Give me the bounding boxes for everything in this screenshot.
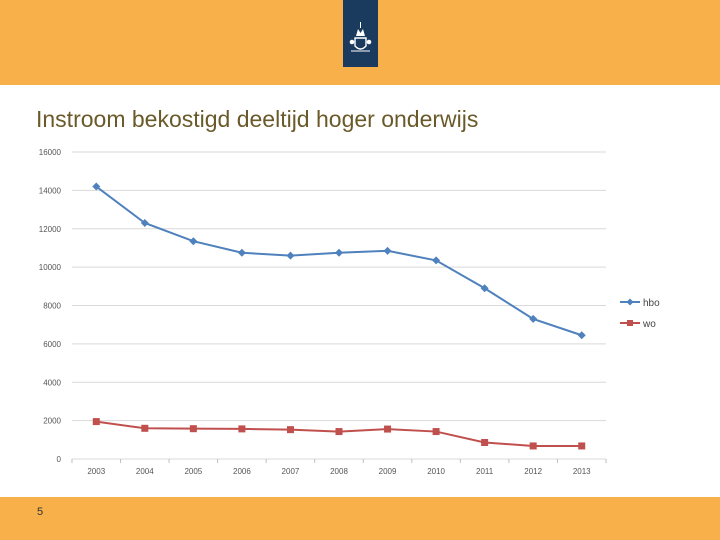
y-tick-label: 8000: [43, 302, 61, 311]
y-tick-label: 2000: [43, 417, 61, 426]
data-point-hbo: [529, 314, 538, 323]
y-tick-label: 12000: [39, 225, 62, 234]
x-tick-label: 2009: [379, 467, 397, 476]
footer-band: [0, 497, 720, 540]
data-point-wo: [432, 428, 440, 436]
x-tick-label: 2013: [573, 467, 591, 476]
data-point-wo: [578, 442, 586, 450]
x-tick-label: 2005: [184, 467, 202, 476]
y-tick-label: 16000: [39, 148, 62, 157]
legend-label-wo: wo: [642, 319, 656, 330]
x-tick-label: 2004: [136, 467, 154, 476]
data-point-hbo: [286, 251, 295, 260]
data-point-hbo: [92, 182, 101, 191]
data-point-hbo: [383, 246, 392, 255]
data-point-wo: [238, 425, 246, 433]
coat-of-arms-icon: [349, 22, 372, 52]
data-point-wo: [189, 425, 197, 433]
data-point-wo: [286, 426, 294, 434]
data-point-wo: [335, 428, 343, 436]
page-number: 5: [37, 506, 44, 518]
data-point-hbo: [480, 284, 489, 293]
coat-of-arms-logo: [343, 0, 378, 67]
legend-marker-wo: [627, 320, 633, 326]
x-tick-label: 2010: [427, 467, 445, 476]
x-tick-label: 2012: [524, 467, 542, 476]
data-point-wo: [141, 424, 149, 432]
series-line-hbo: [95, 185, 583, 337]
y-tick-label: 14000: [39, 186, 62, 195]
y-tick-label: 10000: [39, 263, 62, 272]
x-tick-label: 2006: [233, 467, 251, 476]
x-tick-label: 2008: [330, 467, 348, 476]
data-point-hbo: [140, 218, 149, 227]
legend-marker-hbo: [626, 298, 634, 306]
data-point-hbo: [577, 331, 586, 340]
y-tick-label: 4000: [43, 378, 61, 387]
data-point-wo: [92, 418, 100, 426]
line-chart: 0 2000 4000 6000 8000 10000 12000 14000 16000 200…: [39, 148, 660, 476]
slide-title: Instroom bekostigd deeltijd hoger onderw…: [36, 106, 479, 132]
data-point-hbo: [432, 256, 441, 265]
data-point-wo: [529, 442, 537, 450]
y-tick-label: 0: [57, 455, 62, 464]
y-tick-label: 6000: [43, 340, 61, 349]
data-point-wo: [384, 425, 392, 433]
data-point-hbo: [335, 248, 343, 257]
data-point-wo: [481, 438, 489, 446]
x-tick-label: 2007: [282, 467, 300, 476]
chart-container: 0 2000 4000 6000 8000 10000 12000 14000 16000 200…: [0, 140, 720, 490]
legend-label-hbo: hbo: [643, 298, 660, 309]
x-tick-label: 2003: [87, 467, 105, 476]
data-point-hbo: [237, 248, 246, 257]
data-point-hbo: [189, 237, 198, 246]
x-tick-label: 2011: [476, 467, 494, 476]
